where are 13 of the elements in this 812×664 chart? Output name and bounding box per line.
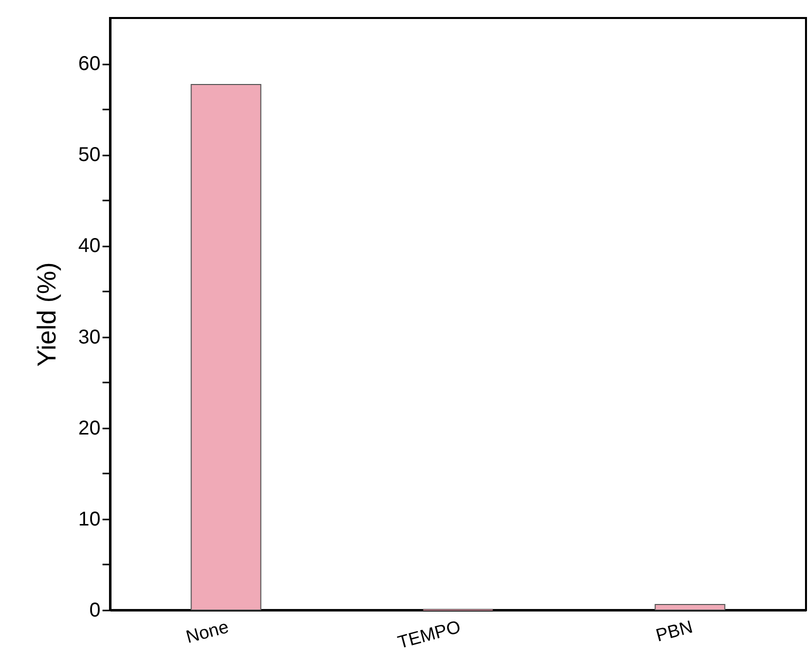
bar	[654, 604, 726, 610]
bar	[190, 84, 262, 610]
y-tick-label: 30	[78, 326, 100, 348]
x-tick-label: None	[184, 616, 231, 648]
y-tick-label: 40	[78, 235, 100, 258]
y-tick-label: 10	[78, 508, 100, 530]
y-tick-label: 0	[89, 600, 100, 622]
y-tick-label: 20	[78, 417, 100, 440]
x-tick-label: PBN	[654, 616, 695, 646]
y-tick-label: 60	[78, 53, 100, 76]
y-axis-title: Yield (%)	[31, 262, 62, 367]
y-tick-label: 50	[78, 144, 100, 166]
x-tick-label: TEMPO	[396, 616, 463, 652]
